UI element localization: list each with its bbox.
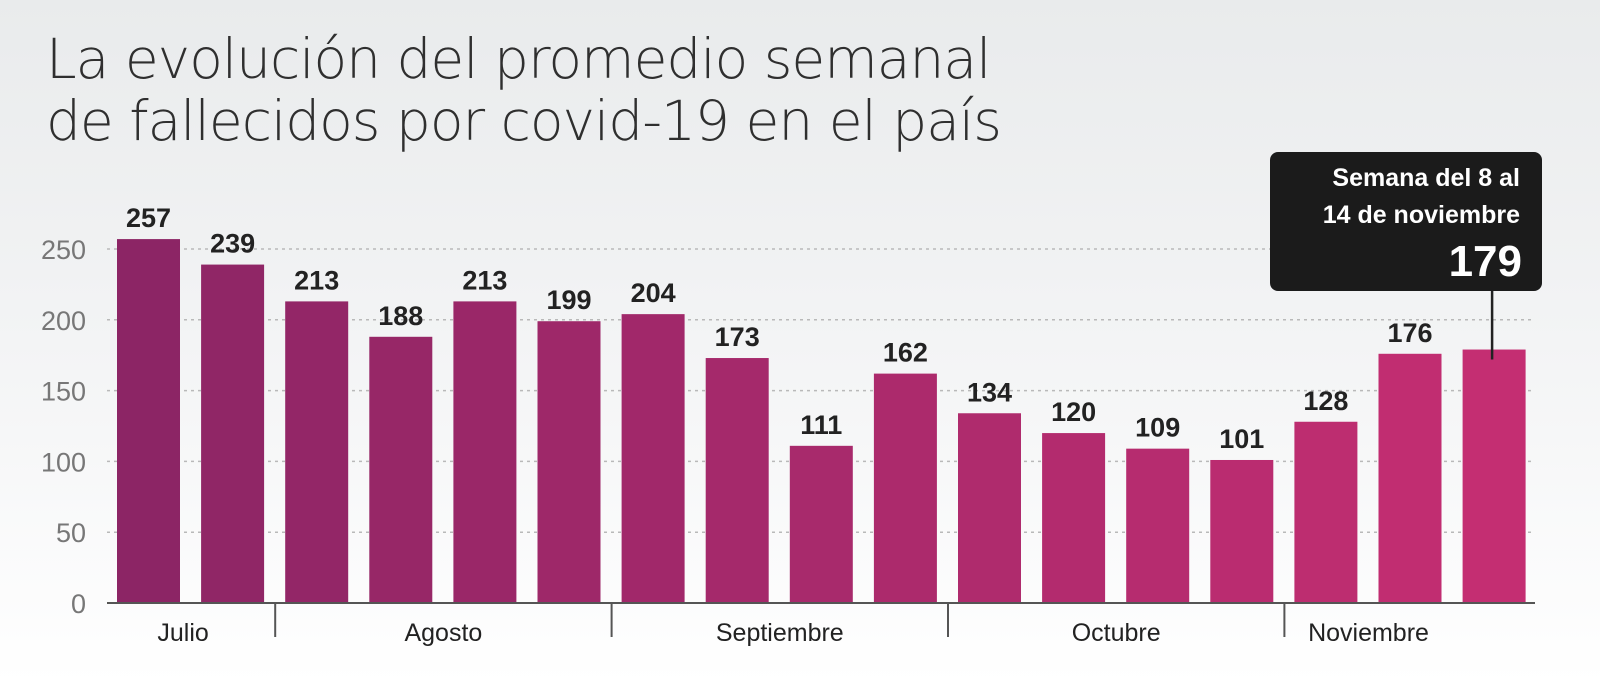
month-label: Octubre [1072,619,1161,647]
bar [789,445,853,603]
bar [873,373,937,603]
data-label: 120 [1051,397,1096,427]
data-label: 134 [967,377,1012,407]
bar [537,321,601,603]
data-label: 111 [800,410,842,440]
bar [369,336,433,603]
chart-title: La evolución del promedio semanal de fal… [46,27,1002,153]
data-label: 213 [462,265,507,295]
bar [117,239,180,603]
month-label: Noviembre [1308,619,1429,647]
bar [705,358,769,603]
bar [621,314,685,603]
y-tick-label: 100 [41,447,86,477]
bar [1210,459,1274,603]
data-label: 101 [1219,424,1264,454]
data-label: 199 [546,285,591,315]
y-tick-label: 50 [56,518,86,548]
data-label: 128 [1303,386,1348,416]
bar [1294,421,1358,603]
data-label: 162 [883,338,928,368]
data-label: 213 [294,265,339,295]
callout-line-1: Semana del 8 al [1332,164,1520,192]
y-tick-label: 250 [41,235,86,265]
bar [1042,433,1106,603]
y-tick-label: 0 [71,589,86,619]
callout-line-2: 14 de noviembre [1323,201,1520,229]
month-label: Septiembre [716,619,844,647]
data-label: 109 [1135,413,1180,443]
y-tick-label: 150 [41,377,86,407]
bar [1462,349,1526,603]
bar [285,301,349,603]
title-line-2: de fallecidos por covid-19 en el país [46,89,1002,153]
bar [1126,448,1190,603]
month-label: Agosto [404,619,482,647]
bar [201,264,265,603]
data-label: 176 [1387,318,1432,348]
data-label: 204 [631,278,676,308]
data-label: 188 [378,301,423,331]
month-label: Julio [157,619,208,647]
bar [453,301,517,603]
title-line-1: La evolución del promedio semanal [46,27,991,91]
data-label: 239 [210,229,255,259]
data-label: 257 [126,203,171,233]
y-tick-label: 200 [41,306,86,336]
bar [1378,353,1442,603]
callout-value: 179 [1449,237,1522,286]
data-label: 173 [715,322,760,352]
bar [958,413,1021,603]
callout-box [1270,152,1542,291]
